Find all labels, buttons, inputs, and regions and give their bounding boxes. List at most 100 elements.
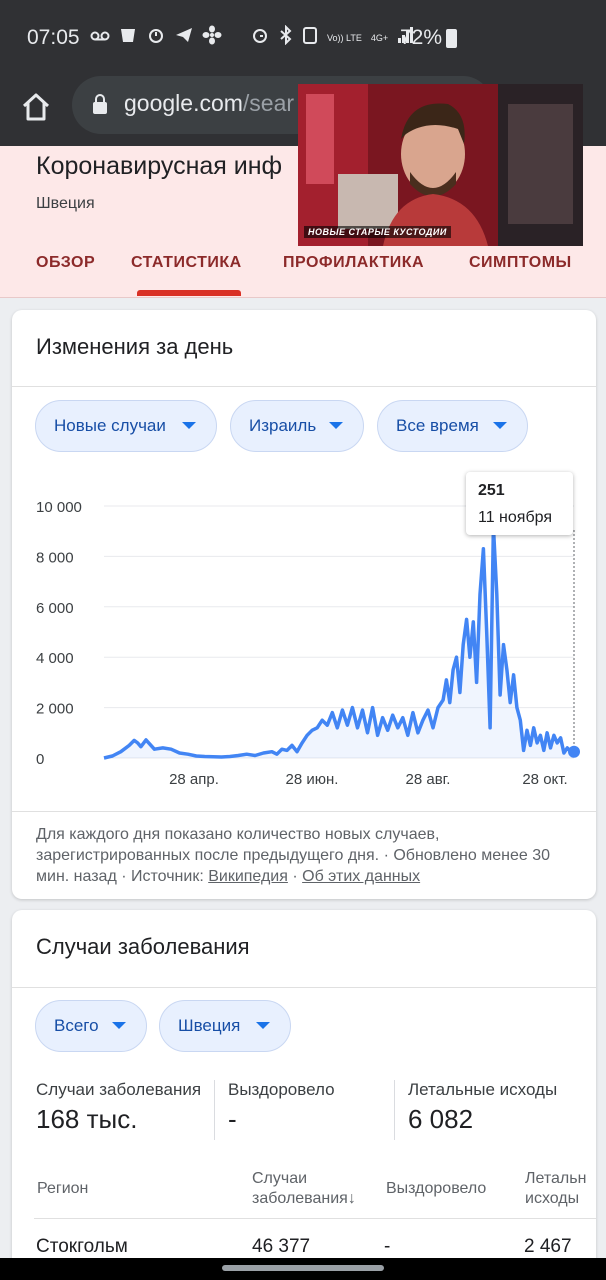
url-path: /sear — [242, 90, 295, 116]
card-divider — [12, 386, 596, 387]
y-tick-label: 2 000 — [36, 701, 74, 718]
region-filter-label: Израиль — [249, 416, 317, 435]
network-4g-label: 4G+ — [370, 33, 389, 43]
home-icon — [22, 93, 50, 121]
about-data-link[interactable]: Об этих данных — [302, 868, 421, 885]
column-header-recovered: Выздоровело — [386, 1180, 487, 1197]
table-cell-region[interactable]: Стокгольм — [36, 1236, 128, 1257]
url-text: google.com/sear — [124, 90, 294, 117]
country-filter-dropdown[interactable]: Швеция — [159, 1000, 291, 1052]
system-nav-bar — [0, 1258, 606, 1280]
stat-deaths-value: 6 082 — [408, 1104, 474, 1134]
region-filter-dropdown[interactable]: Израиль — [230, 400, 364, 452]
y-tick-label: 10 000 — [36, 499, 82, 516]
time-filter-label: Все время — [396, 416, 479, 435]
stat-separator — [394, 1080, 395, 1140]
column-header-cases-line2: заболевания — [252, 1190, 348, 1207]
stat-recovered-value: - — [228, 1104, 237, 1134]
bluetooth-icon — [279, 24, 293, 51]
voicemail-icon — [90, 25, 110, 51]
source-link[interactable]: Википедия — [208, 868, 288, 885]
card-divider — [12, 811, 596, 812]
notification-icons — [90, 25, 222, 51]
stat-cases-value: 168 тыс. — [36, 1104, 138, 1134]
tab-bar: ОБЗОР СТАТИСТИКА ПРОФИЛАКТИКА СИМПТОМЫ — [0, 254, 606, 298]
series-line — [103, 524, 574, 760]
signal-icon — [397, 26, 415, 50]
y-tick-label: 6 000 — [36, 600, 74, 617]
dropdown-arrow-icon — [329, 422, 343, 429]
y-tick-label: 4 000 — [36, 650, 74, 667]
home-button[interactable] — [18, 89, 54, 125]
tab-prevention[interactable]: ПРОФИЛАКТИКА — [283, 254, 425, 271]
video-frame-image — [298, 84, 583, 246]
total-filter-label: Всего — [54, 1016, 99, 1035]
y-tick-label: 0 — [36, 751, 44, 768]
country-filter-label: Швеция — [178, 1016, 241, 1035]
stat-separator — [214, 1080, 215, 1140]
column-header-region: Регион — [37, 1180, 89, 1197]
page-title: Коронавирусная инф — [36, 152, 283, 180]
column-header-cases-line1: Случаи — [252, 1170, 308, 1187]
alarm-icon — [146, 25, 166, 51]
battery-icon — [446, 28, 458, 48]
sort-arrow-icon: ↓ — [347, 1190, 356, 1207]
tooltip-value: 251 — [478, 482, 505, 499]
table-cell-recovered: - — [384, 1236, 391, 1257]
metric-filter-dropdown[interactable]: Новые случаи — [35, 400, 217, 452]
y-tick-label: 8 000 — [36, 549, 74, 566]
system-icons: Vo)) LTE 4G+ — [250, 24, 415, 51]
tab-overview[interactable]: ОБЗОР — [36, 254, 96, 271]
chart-footnote: Для каждого дня показано количество новы… — [36, 824, 576, 887]
app-icon — [118, 25, 138, 51]
alarm-clock-icon — [250, 25, 270, 51]
battery-indicator: 72% — [400, 26, 458, 50]
stat-cases-label: Случаи заболевания — [36, 1080, 202, 1099]
stat-deaths: Летальные исходы 6 082 — [408, 1080, 557, 1135]
active-tab-indicator — [137, 290, 241, 296]
status-bar: 07:05 Vo)) LTE 4G+ 7 — [0, 0, 606, 76]
chart-tooltip: 251 11 ноября — [466, 472, 573, 535]
footnote-separator: · — [287, 868, 303, 885]
telegram-icon — [174, 25, 194, 51]
stat-cases: Случаи заболевания 168 тыс. — [36, 1080, 201, 1135]
video-caption: НОВЫЕ СТАРЫЕ КУСТОДИИ — [304, 226, 451, 238]
column-header-deaths-line2: исходы — [525, 1190, 580, 1207]
table-header-divider — [34, 1218, 596, 1219]
x-tick-label: 28 июн. — [286, 771, 339, 788]
stat-recovered-label: Выздоровело — [228, 1080, 335, 1099]
series-area — [104, 526, 574, 758]
x-tick-label: 28 авг. — [406, 771, 451, 788]
dropdown-arrow-icon — [256, 1022, 270, 1029]
table-cell-cases: 46 377 — [252, 1236, 311, 1257]
table-cell-deaths: 2 467 — [524, 1236, 572, 1257]
tab-statistics[interactable]: СТАТИСТИКА — [131, 254, 242, 271]
daily-cases-chart[interactable]: 10 000 8 000 6 000 4 000 2 000 0 28 апр. 28 июн… — [12, 460, 596, 790]
lock-icon — [92, 93, 108, 120]
column-header-cases[interactable]: Случаи заболевания↓ — [252, 1169, 356, 1209]
dropdown-arrow-icon — [182, 422, 196, 429]
hover-point — [568, 745, 580, 758]
column-header-cases-line2-wrap: заболевания↓ — [252, 1189, 356, 1209]
tab-symptoms[interactable]: СИМПТОМЫ — [469, 254, 572, 271]
time-filter-dropdown[interactable]: Все время — [377, 400, 528, 452]
gesture-handle[interactable] — [222, 1265, 384, 1271]
url-host: google.com — [124, 90, 243, 116]
picture-in-picture-video[interactable]: НОВЫЕ СТАРЫЕ КУСТОДИИ — [298, 84, 583, 246]
cases-title: Случаи заболевания — [36, 934, 250, 959]
daily-changes-title: Изменения за день — [36, 334, 234, 359]
battery-percent: 72% — [400, 26, 443, 49]
column-header-deaths: Летальн исходы — [525, 1169, 596, 1209]
x-tick-label: 28 окт. — [522, 771, 567, 788]
total-filter-dropdown[interactable]: Всего — [35, 1000, 147, 1052]
stat-deaths-label: Летальные исходы — [408, 1080, 558, 1099]
volte-label: Vo)) LTE — [327, 33, 362, 43]
x-tick-label: 28 апр. — [169, 771, 219, 788]
daily-changes-card: Изменения за день Новые случаи Израиль В… — [12, 310, 596, 899]
stat-recovered: Выздоровело - — [228, 1080, 335, 1135]
page-subtitle: Швеция — [36, 195, 95, 212]
tooltip-date: 11 ноября — [478, 509, 552, 526]
cases-card: Случаи заболевания Всего Швеция Случаи з… — [12, 910, 596, 1280]
dropdown-arrow-icon — [112, 1022, 126, 1029]
recycle-icon — [302, 25, 318, 51]
